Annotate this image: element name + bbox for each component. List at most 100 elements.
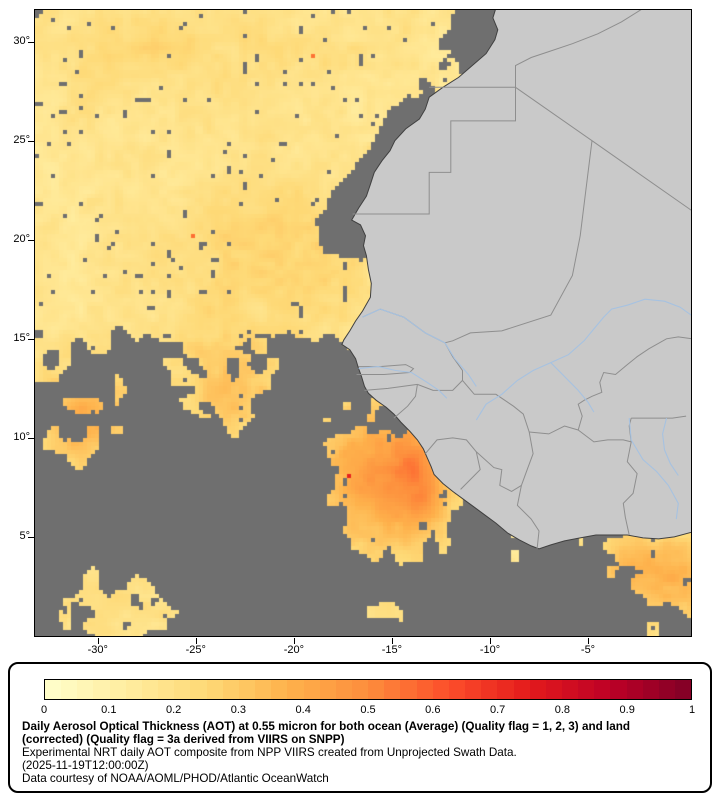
colorbar-segment xyxy=(432,680,449,699)
colorbar-segment xyxy=(400,680,417,699)
colorbar-segment xyxy=(109,680,126,699)
country-border xyxy=(529,425,579,435)
map-frame xyxy=(34,9,692,637)
colorbar-segment xyxy=(578,680,595,699)
colorbar-segment xyxy=(610,680,627,699)
country-border xyxy=(577,429,632,443)
colorbar xyxy=(44,679,692,700)
country-border xyxy=(417,380,463,391)
colorbar-segment xyxy=(319,680,336,699)
colorbar-segment xyxy=(642,680,659,699)
land-polygon xyxy=(341,10,691,550)
lon-tick-label: -20° xyxy=(283,644,305,656)
country-border xyxy=(520,431,534,486)
colorbar-tick-label: 0 xyxy=(40,704,48,716)
country-border xyxy=(631,415,687,419)
lon-tick-mark xyxy=(490,638,491,644)
colorbar-segment xyxy=(238,680,256,699)
lat-tick-mark xyxy=(28,437,34,439)
colorbar-segment xyxy=(448,680,466,699)
lon-tick-mark xyxy=(293,638,295,644)
lat-tick-mark xyxy=(28,41,34,43)
colorbar-tick-label: 0.8 xyxy=(554,704,571,716)
lon-tick-mark xyxy=(588,638,589,644)
lat-tick-mark xyxy=(28,140,34,142)
lat-tick-label: 5° xyxy=(19,530,30,543)
legend-captions: Daily Aerosol Optical Thickness (AOT) at… xyxy=(22,720,704,785)
colorbar-segment xyxy=(287,680,304,699)
lon-tick-label: -15° xyxy=(381,644,403,656)
country-border xyxy=(475,451,522,492)
country-border xyxy=(393,384,418,419)
legend-description: Experimental NRT daily AOT composite fro… xyxy=(22,746,517,759)
colorbar-tick-label: 0.5 xyxy=(360,704,376,716)
colorbar-segment xyxy=(481,680,498,699)
colorbar-segment xyxy=(626,680,643,699)
lon-tick-label: -30° xyxy=(87,644,108,656)
river xyxy=(628,418,679,520)
country-border xyxy=(352,87,516,215)
colorbar-segment xyxy=(513,680,530,699)
country-border xyxy=(424,437,477,455)
legend-title: Daily Aerosol Optical Thickness (AOT) at… xyxy=(22,720,631,746)
colorbar-tick-label: 0.3 xyxy=(230,704,247,716)
colorbar-segment xyxy=(77,680,94,699)
land-overlay xyxy=(341,10,691,550)
colorbar-segment xyxy=(271,680,288,699)
colorbar-segment xyxy=(174,680,191,699)
country-border xyxy=(622,441,638,536)
legend-box: 0 0.1 0.2 0.3 0.4 0.5 0.6 0.7 0.8 0.9 1 Daily Aero… xyxy=(8,662,712,793)
colorbar-segment xyxy=(675,680,692,699)
colorbar-segment xyxy=(529,680,546,699)
colorbar-segment xyxy=(141,680,159,699)
lon-tick-label: -10° xyxy=(479,644,501,656)
lat-tick-mark xyxy=(28,338,34,340)
colorbar-segment xyxy=(303,680,320,699)
colorbar-segment xyxy=(465,680,482,699)
country-border xyxy=(460,451,481,490)
colorbar-tick-label: 0.6 xyxy=(425,704,441,716)
lat-tick-label: 15° xyxy=(13,332,30,345)
colorbar-segment xyxy=(255,680,272,699)
river xyxy=(662,417,679,476)
colorbar-segment xyxy=(222,680,239,699)
lat-tick-label: 25° xyxy=(13,134,30,147)
colorbar-segment xyxy=(497,680,514,699)
colorbar-segment xyxy=(351,680,369,699)
colorbar-segment xyxy=(416,680,433,699)
country-border xyxy=(516,485,540,549)
river xyxy=(475,298,691,421)
colorbar-segment xyxy=(206,680,223,699)
colorbar-segment xyxy=(93,680,110,699)
country-border xyxy=(364,383,418,391)
country-border xyxy=(515,10,642,88)
colorbar-segment xyxy=(158,680,175,699)
colorbar-tick-label: 1 xyxy=(688,704,696,716)
colorbar-tick-label: 0.4 xyxy=(295,704,311,716)
colorbar-segment xyxy=(594,680,611,699)
lat-tick-label: 20° xyxy=(13,233,30,246)
lat-tick-mark xyxy=(28,239,34,241)
lon-tick-mark xyxy=(391,638,393,644)
river xyxy=(362,308,477,387)
lat-tick-mark xyxy=(28,536,34,538)
river xyxy=(550,362,595,413)
colorbar-segment xyxy=(658,680,676,699)
lat-tick-label: 10° xyxy=(13,431,30,444)
country-border xyxy=(577,336,691,431)
colorbar-segment xyxy=(545,680,562,699)
country-border xyxy=(462,380,530,433)
legend-credit: Data courtesy of NOAA/AOML/PHOD/Atlantic… xyxy=(22,772,329,785)
colorbar-segment xyxy=(61,680,78,699)
lon-tick-label: -25° xyxy=(185,644,206,656)
lon-tick-mark xyxy=(97,638,99,644)
colorbar-segment xyxy=(384,680,401,699)
colorbar-segment xyxy=(562,680,579,699)
colorbar-segment xyxy=(335,680,352,699)
lon-tick-mark xyxy=(195,638,197,644)
colorbar-tick-label: 0.9 xyxy=(619,704,635,716)
lat-tick-label: 30° xyxy=(13,35,30,48)
lon-tick-label: -5° xyxy=(580,644,596,656)
colorbar-tick-label: 0.1 xyxy=(101,704,117,716)
river xyxy=(358,366,448,399)
